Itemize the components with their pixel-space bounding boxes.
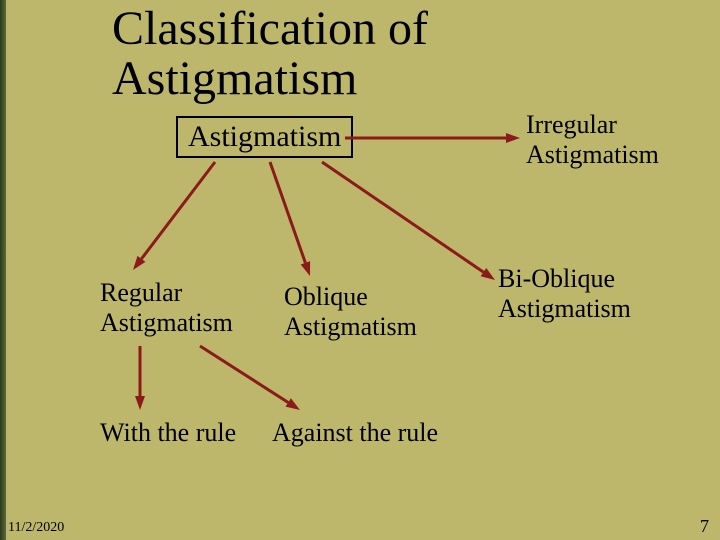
node-bioblique-line2: Astigmatism [498, 294, 631, 323]
node-regular-line1: Regular [100, 278, 182, 307]
footer-date: 11/2/2020 [8, 520, 64, 536]
node-with-rule: With the rule [100, 418, 236, 448]
slide-title: Classification of Astigmatism [112, 4, 428, 105]
node-regular: Regular Astigmatism [100, 278, 233, 338]
node-oblique-line2: Astigmatism [284, 312, 417, 341]
left-accent-bar [0, 0, 6, 540]
root-node: Astigmatism [176, 116, 353, 158]
node-regular-line2: Astigmatism [100, 308, 233, 337]
node-against-rule: Against the rule [272, 418, 438, 448]
node-bioblique: Bi-Oblique Astigmatism [498, 264, 631, 324]
node-bioblique-line1: Bi-Oblique [498, 264, 615, 293]
node-irregular-line2: Astigmatism [526, 140, 659, 169]
node-irregular: Irregular Astigmatism [526, 110, 659, 170]
node-oblique: Oblique Astigmatism [284, 282, 417, 342]
footer-page-number: 7 [700, 516, 709, 537]
node-irregular-line1: Irregular [526, 110, 617, 139]
node-oblique-line1: Oblique [284, 282, 368, 311]
